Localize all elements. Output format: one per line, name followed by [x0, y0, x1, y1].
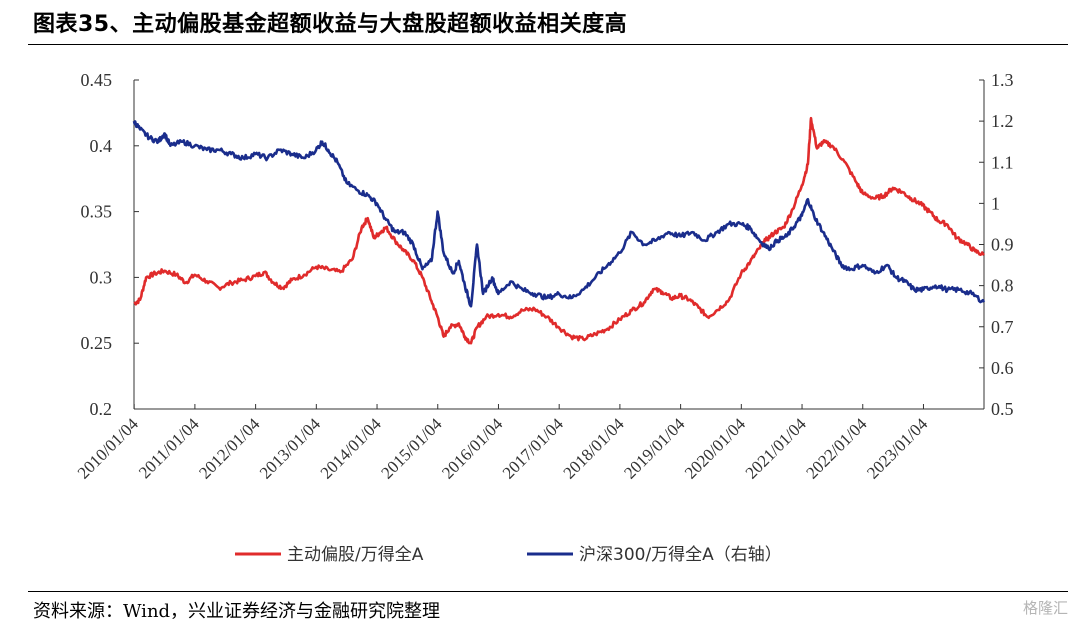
chart-title: 图表35、主动偏股基金超额收益与大盘股超额收益相关度高	[33, 12, 628, 37]
x-tick-label: 2022/01/04	[802, 414, 871, 483]
x-tick-label: 2014/01/04	[317, 414, 386, 483]
chart-axes: 0.45 0.4 0.35 0.3 0.25 0.2 1.3 1.2 1.1 1 0.9 0.8 0.7…	[74, 70, 1014, 483]
source-rule	[28, 591, 1068, 592]
y-left-tick-label: 0.3	[90, 267, 113, 287]
x-tick-label: 2020/01/04	[681, 414, 750, 483]
y-right-tick-label: 1.3	[991, 70, 1014, 90]
y-right-tick-label: 0.7	[991, 317, 1014, 337]
y-right-tick-label: 0.8	[991, 276, 1014, 296]
chart-series	[132, 116, 986, 345]
y-right-tick-label: 1	[991, 193, 1000, 213]
x-tick-label: 2012/01/04	[195, 414, 264, 483]
y-left-tick-label: 0.45	[81, 70, 113, 90]
x-tick-label: 2019/01/04	[620, 414, 689, 483]
y-right-tick-label: 1.2	[991, 111, 1014, 131]
x-tick-label: 2010/01/04	[74, 414, 143, 483]
chart-legend: 主动偏股/万得全A 沪深300/万得全A（右轴）	[235, 545, 782, 565]
y-right-tick-label: 0.5	[991, 399, 1014, 419]
x-tick-label: 2011/01/04	[135, 414, 203, 482]
x-tick-label: 2018/01/04	[560, 414, 629, 483]
x-tick-label: 2015/01/04	[377, 414, 446, 483]
y-left-tick-label: 0.35	[81, 202, 113, 222]
y-left-tick-label: 0.2	[90, 399, 113, 419]
legend-label: 主动偏股/万得全A	[287, 545, 424, 565]
y-right-tick-label: 0.9	[991, 235, 1014, 255]
x-tick-label: 2023/01/04	[863, 414, 932, 483]
series-line-csi300	[132, 120, 986, 308]
x-tick-label: 2017/01/04	[499, 414, 568, 483]
y-left-tick-label: 0.4	[90, 136, 113, 156]
x-tick-label: 2016/01/04	[438, 414, 507, 483]
y-right-tick-label: 1.1	[991, 152, 1014, 172]
legend-label: 沪深300/万得全A（右轴）	[579, 545, 782, 565]
series-line-active-equity	[133, 116, 985, 345]
line-chart: 0.45 0.4 0.35 0.3 0.25 0.2 1.3 1.2 1.1 1 0.9 0.8 0.7…	[74, 70, 1014, 565]
y-left-tick-label: 0.25	[81, 333, 113, 353]
x-tick-label: 2021/01/04	[742, 414, 811, 483]
y-right-tick-label: 0.6	[991, 358, 1014, 378]
title-rule	[28, 44, 1068, 45]
x-tick-label: 2013/01/04	[256, 414, 325, 483]
source-note: 资料来源：Wind，兴业证券经济与金融研究院整理	[33, 601, 441, 622]
watermark: 格隆汇	[1022, 599, 1068, 617]
